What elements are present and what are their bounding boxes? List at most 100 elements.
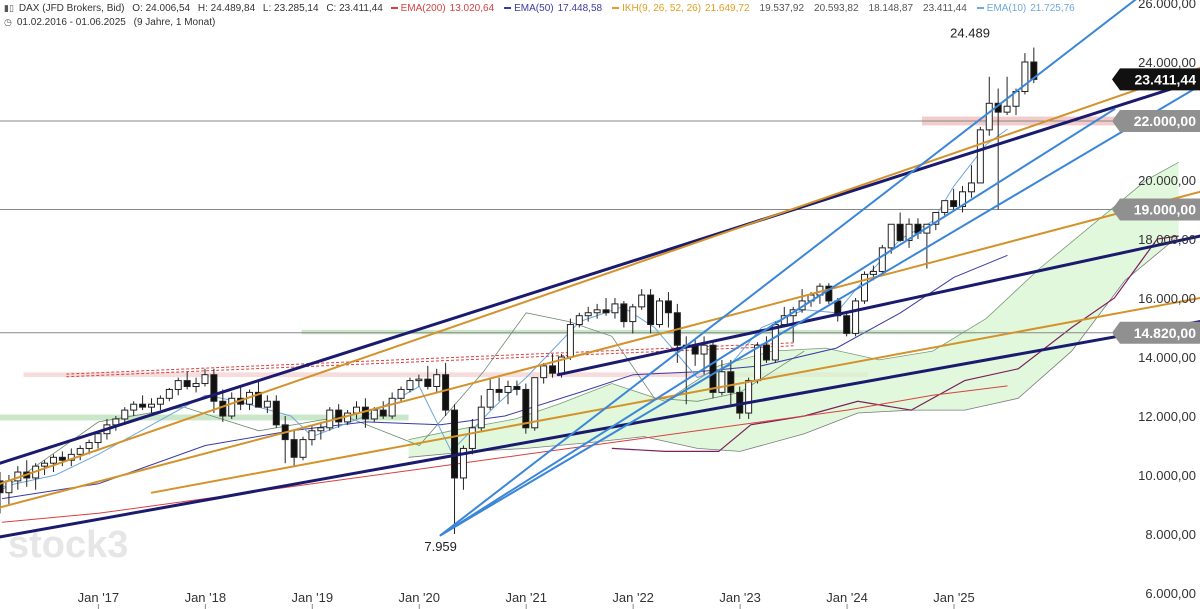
candle	[985, 76, 993, 136]
y-axis-tick-label: 20.000,00	[1138, 173, 1196, 188]
candle-body	[656, 300, 664, 326]
indicator-extra-value: 18.148,87	[868, 3, 914, 14]
candle-body	[5, 480, 13, 494]
candle-body	[85, 442, 93, 449]
indicator-label: EMA(200)	[400, 3, 446, 14]
candle	[762, 336, 770, 363]
indicator-value: 21.649,72	[705, 3, 750, 14]
candle	[397, 386, 405, 402]
trendline	[0, 190, 1200, 509]
indicator-extra-value: 23.411,44	[923, 3, 967, 14]
candle-body	[932, 211, 940, 225]
candle-body	[771, 324, 779, 361]
candle-body	[41, 462, 49, 467]
candle	[254, 380, 262, 408]
y-axis-tick-label: 26.000,00	[1138, 0, 1196, 11]
candle-body	[1030, 61, 1038, 80]
candles-icon: ▮▯	[4, 3, 14, 13]
candle-body	[424, 378, 432, 387]
candle-body	[878, 247, 886, 272]
indicator-3: EMA(10) 21.725,76	[976, 3, 1080, 14]
candle	[504, 380, 512, 405]
indicator-extra-value: 20.593,82	[814, 3, 859, 14]
candle-body	[495, 388, 503, 393]
candle	[664, 292, 672, 328]
candle	[513, 380, 521, 396]
candle-body	[620, 303, 628, 323]
candle-body	[709, 344, 717, 393]
candle	[656, 298, 664, 328]
candle	[388, 392, 396, 419]
price-tag: 23.411,44	[1112, 68, 1200, 91]
candle	[228, 392, 236, 419]
candle-body	[361, 406, 369, 420]
candle-body	[317, 427, 325, 432]
candle-body	[941, 200, 949, 213]
candle-body	[647, 294, 655, 326]
candle-body	[406, 380, 414, 390]
candle-body	[584, 312, 592, 317]
candle	[165, 387, 173, 402]
x-axis-tick-label: Jan '18	[185, 590, 227, 605]
candle-body	[504, 386, 512, 393]
candle	[602, 298, 610, 316]
candle	[950, 188, 958, 210]
indicator-0: EMA(200) 13.020,64	[390, 3, 500, 14]
candle-body	[156, 397, 164, 405]
candle-body	[887, 223, 895, 249]
indicator-label: EMA(50)	[514, 3, 554, 14]
candle	[85, 439, 93, 455]
candle	[67, 448, 75, 467]
candle	[210, 368, 218, 414]
candle-body	[575, 315, 583, 326]
candle	[272, 395, 280, 428]
candle-body	[486, 388, 494, 408]
candle-body	[727, 371, 735, 393]
ichimoku-lagging-span	[1, 312, 805, 491]
indicator-2: IKH(9, 26, 52, 26) 21.649,72 19.537,92 20.5…	[612, 3, 972, 14]
trendline	[0, 66, 1200, 485]
price-tag-label: 22.000,00	[1134, 113, 1196, 129]
extreme-label: 7.959	[424, 539, 457, 554]
trendline	[439, 108, 1116, 537]
candle	[860, 271, 868, 304]
candle-body	[638, 294, 646, 308]
price-tag-label: 19.000,00	[1134, 202, 1196, 218]
indicator-label: IKH(9, 26, 52, 26)	[622, 3, 702, 14]
candle-body	[201, 374, 209, 385]
indicator-swatch	[976, 7, 984, 10]
ema200-line	[2, 385, 1008, 523]
price-tag-background	[1112, 198, 1200, 221]
candle	[246, 389, 254, 411]
candle-body	[950, 200, 958, 208]
candle-body	[843, 315, 851, 334]
indicator-swatch	[612, 7, 620, 10]
candle	[522, 383, 530, 434]
candle-body	[290, 439, 298, 458]
candle-body	[442, 374, 450, 411]
candle	[887, 223, 895, 254]
price-tag: 22.000,00	[1112, 110, 1200, 132]
candle-body	[433, 374, 441, 388]
x-axis-tick-label: Jan '20	[398, 590, 440, 605]
close-value: C: 23.411,44	[326, 3, 383, 14]
y-axis-tick-label: 16.000,00	[1138, 291, 1196, 306]
candle-body	[896, 223, 904, 241]
candle-body	[174, 380, 182, 390]
x-axis-tick-label: Jan '22	[612, 590, 654, 605]
candle	[477, 395, 485, 431]
candle	[718, 359, 726, 396]
candle-body	[397, 388, 405, 399]
candle-body	[825, 285, 833, 302]
candle	[0, 472, 4, 514]
candle-body	[629, 306, 637, 323]
ichimoku-kijun-line	[611, 235, 1179, 452]
candle-body	[718, 371, 726, 393]
dashed-resistance-line	[66, 342, 794, 375]
stock3-logo-watermark: stock3	[8, 524, 128, 566]
candle-body	[49, 456, 57, 464]
candle-body	[611, 303, 619, 314]
candle-body	[905, 223, 913, 241]
price-tag-background	[1112, 110, 1200, 132]
